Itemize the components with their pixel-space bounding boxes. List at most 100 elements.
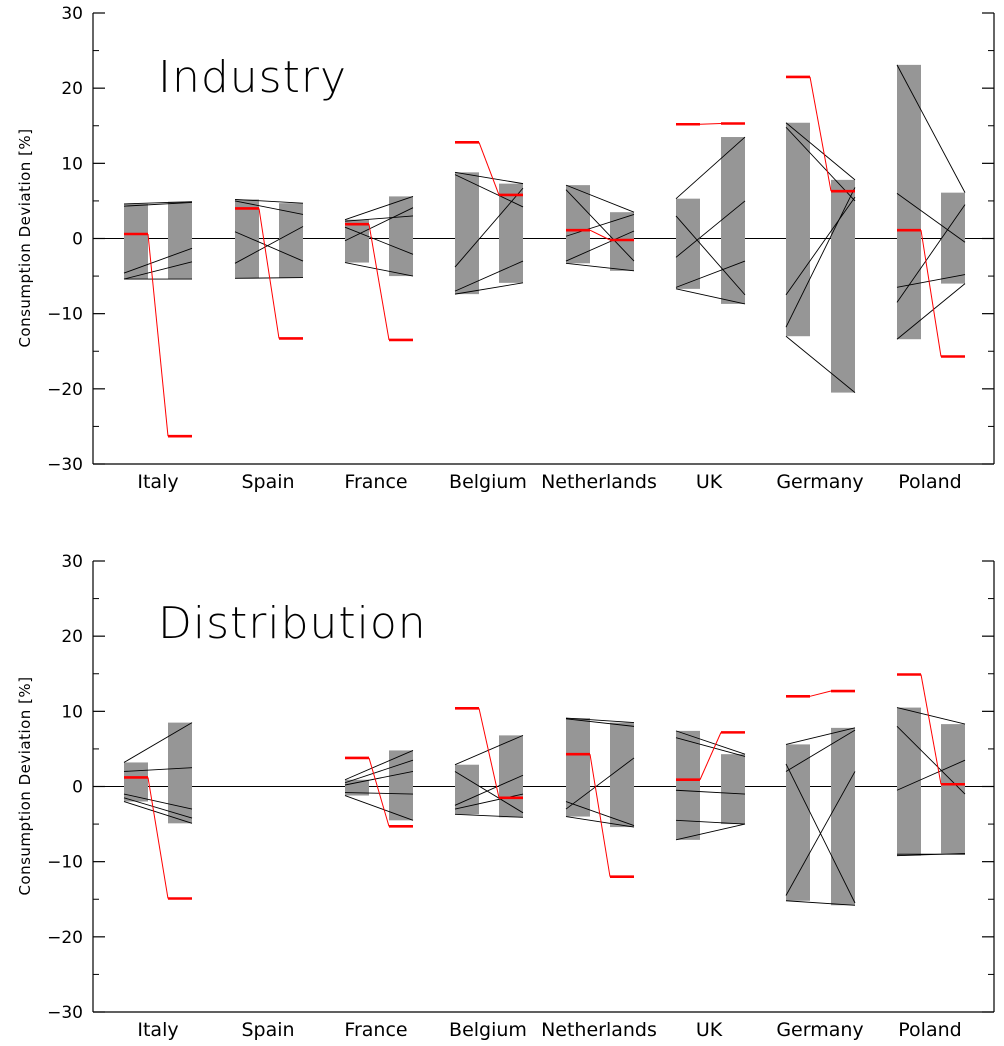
y-tick-label: 10: [61, 702, 83, 722]
member-line-uk-1: [675, 260, 746, 288]
range-bar-right-france: [389, 196, 413, 277]
category-label-poland: Poland: [898, 1019, 961, 1041]
category-label-belgium: Belgium: [449, 471, 527, 493]
member-line-belgium-2: [454, 260, 524, 292]
range-bar-left-uk: [676, 198, 700, 289]
member-line-top-france: [344, 195, 414, 221]
member-line-italy-1: [123, 247, 193, 274]
member-line-bottom-france: [344, 262, 414, 277]
member-line-bottom-poland: [896, 283, 966, 340]
range-bar-left-italy: [124, 762, 148, 802]
range-bar-left-uk: [676, 730, 700, 840]
category-label-belgium: Belgium: [449, 1019, 527, 1041]
red-connector-netherlands: [589, 754, 611, 877]
red-connector-poland: [920, 674, 942, 785]
member-line-spain-2: [234, 226, 304, 264]
range-bar-right-belgium: [499, 183, 523, 283]
red-connector-france: [368, 224, 390, 341]
category-label-italy: Italy: [137, 471, 178, 493]
range-bar-right-france: [389, 750, 413, 821]
y-axis-label: Consumption Deviation [%]: [16, 128, 34, 347]
red-connector-belgium: [478, 708, 500, 798]
red-connector-germany: [809, 690, 832, 697]
range-bar-right-uk: [721, 754, 745, 825]
member-line-top-italy: [123, 201, 193, 205]
red-connector-germany: [809, 76, 832, 192]
member-line-bottom-france: [344, 795, 414, 821]
y-tick-label: 20: [61, 627, 83, 647]
y-tick-label: 0: [72, 778, 83, 798]
member-line-bottom-netherlands: [565, 816, 635, 828]
member-line-belgium-1: [454, 774, 524, 806]
member-line-uk-2: [675, 789, 746, 795]
member-line-uk-0: [675, 737, 746, 757]
range-bar-left-netherlands: [566, 185, 590, 264]
member-line-germany-1: [785, 196, 856, 296]
category-label-spain: Spain: [241, 471, 294, 493]
member-line-france-2: [344, 226, 414, 255]
y-tick-label: −20: [47, 928, 83, 948]
member-line-bottom-germany: [785, 900, 856, 906]
range-bar-right-netherlands: [610, 212, 634, 271]
member-line-italy-0: [123, 201, 193, 207]
red-connector-italy: [147, 777, 169, 899]
member-line-bottom-belgium: [454, 282, 524, 295]
member-line-top-germany: [785, 122, 856, 181]
range-bar-left-germany: [786, 744, 810, 901]
category-label-germany: Germany: [776, 471, 863, 493]
member-line-italy-1: [123, 797, 193, 819]
panel-title: Distribution: [158, 598, 427, 649]
member-line-uk-1: [675, 819, 746, 825]
category-label-spain: Spain: [241, 1019, 294, 1041]
red-connector-france: [368, 757, 390, 827]
range-bar-right-poland: [941, 724, 965, 854]
member-line-top-netherlands: [565, 717, 635, 724]
range-bar-right-uk: [721, 137, 745, 304]
red-connector-italy: [147, 233, 169, 437]
member-line-bottom-netherlands: [565, 262, 635, 272]
member-line-top-poland: [896, 64, 966, 193]
member-line-bottom-spain: [234, 277, 304, 279]
member-line-germany-0: [785, 126, 856, 202]
red-connector-poland: [920, 230, 942, 357]
category-label-netherlands: Netherlands: [541, 471, 657, 493]
member-line-bottom-uk: [675, 288, 746, 305]
red-connector-netherlands: [589, 229, 611, 241]
member-line-poland-2: [896, 274, 966, 288]
range-bar-left-france: [345, 219, 369, 263]
member-line-germany-0: [785, 729, 856, 772]
member-line-top-germany: [785, 727, 856, 745]
category-label-uk: UK: [696, 1019, 723, 1041]
member-line-bottom-uk: [675, 823, 746, 841]
y-tick-label: −30: [47, 455, 83, 475]
range-bar-right-belgium: [499, 735, 523, 818]
range-bar-right-italy: [168, 201, 192, 280]
member-line-italy-2: [123, 793, 193, 810]
member-line-top-poland: [896, 707, 966, 725]
member-line-belgium-1: [454, 187, 524, 268]
member-line-bottom-germany: [785, 335, 856, 393]
member-line-top-uk: [675, 136, 746, 199]
member-line-uk-0: [675, 200, 746, 258]
member-line-netherlands-2: [565, 230, 635, 262]
y-axis-label: Consumption Deviation [%]: [16, 676, 34, 895]
y-tick-label: −10: [47, 853, 83, 873]
panel-title: Industry: [158, 52, 347, 103]
member-line-top-uk: [675, 730, 746, 755]
category-label-italy: Italy: [137, 1019, 178, 1041]
category-label-france: France: [344, 471, 407, 493]
range-bar-left-germany: [786, 122, 810, 337]
category-label-germany: Germany: [776, 1019, 863, 1041]
range-bar-left-belgium: [455, 764, 479, 815]
range-bar-right-spain: [279, 203, 303, 278]
range-bar-left-italy: [124, 203, 148, 280]
panel-distribution: −30 −20 −10 0 10 20 30 Consumption Deviation [%…: [16, 552, 995, 1041]
category-label-france: France: [344, 1019, 407, 1041]
member-line-italy-0: [123, 767, 193, 772]
category-label-netherlands: Netherlands: [541, 1019, 657, 1041]
red-connector-uk: [699, 122, 722, 125]
panel-industry: −30 −20 −10 0 10 20 30 Consumption Deviation [%…: [16, 4, 995, 493]
y-tick-label: −20: [47, 380, 83, 400]
category-label-poland: Poland: [898, 471, 961, 493]
